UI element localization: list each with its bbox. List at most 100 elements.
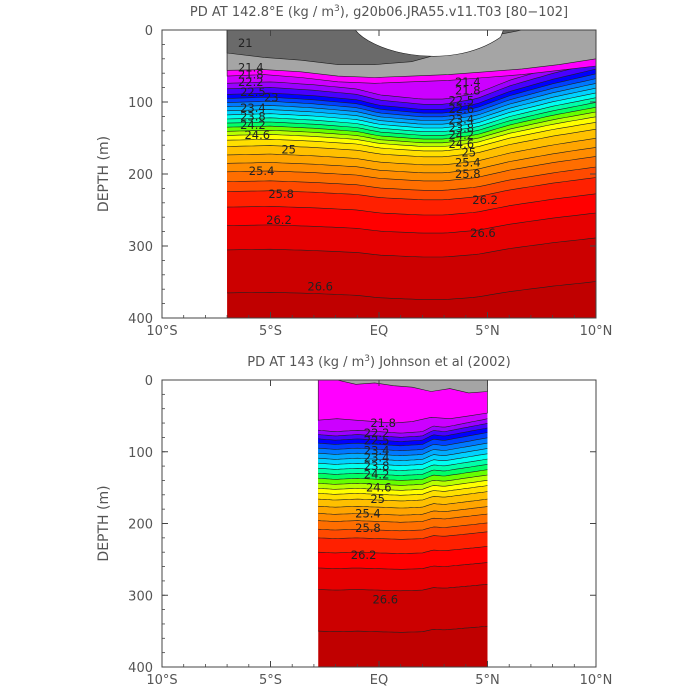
contour-label: 24.6 [366,481,392,495]
contour-label: 24.2 [364,468,390,482]
surface-bowl [355,30,504,57]
contour-line [318,480,488,491]
contour-line [318,453,488,466]
contour-label: 23.4 [364,443,390,457]
contour-line [318,513,488,523]
contour-line [227,166,596,191]
contour-line [227,97,596,132]
contour-line [318,546,488,554]
contour-line [227,116,596,147]
y-axis-label: DEPTH (m) [96,485,112,561]
contour-label: 22.5 [364,433,390,447]
contour-label: 24.6 [448,137,474,151]
contour-line [227,138,596,166]
contour-label: 21.8 [370,416,396,430]
x-tick-label: 10°S [146,324,177,339]
contour-label: 21.4 [238,60,264,74]
contour-line [227,87,596,125]
contour-line [318,442,488,457]
contour-line [227,102,596,136]
contour-label: 25.4 [249,164,275,178]
contour-label: 25.8 [355,521,381,535]
contour-line [227,62,596,105]
contour-line [318,562,488,570]
contour-label: 23 [264,91,279,105]
contour-line [318,437,488,452]
contour-label: 25.4 [455,155,481,169]
contour-line [227,122,596,152]
y-tick-label: 0 [145,374,153,389]
y-tick-label: 300 [128,589,153,604]
contour-label: 23.4 [240,101,266,115]
contour-line [318,432,488,447]
y-axis-label: DEPTH (m) [96,136,112,212]
y-tick-label: 400 [128,312,153,327]
x-tick-label: 10°N [580,673,613,688]
contour-label: 26.6 [470,226,496,240]
contour-label: 25.8 [455,167,481,181]
panel-title: PD AT 142.8°E (kg / m3), g20b06.JRA55.v1… [190,4,568,20]
contour-line [318,498,488,509]
contour-line [227,177,596,201]
contour-label: 25 [461,145,476,159]
contour-line [318,448,488,461]
contour-label: 25.4 [355,506,381,520]
contour-line [227,83,596,121]
y-tick-label: 0 [145,24,153,39]
panel-bottom-observed: 21.822.222.523.423.423.824.224.62525.425… [96,354,613,688]
contour-field: 21.822.222.523.423.423.824.224.62525.425… [317,380,488,667]
contour-label: 22.2 [364,426,390,440]
x-tick-label: 5°S [259,324,282,339]
contour-line [318,464,488,476]
surface-layer [317,380,488,424]
contour-line [318,418,488,434]
contour-line [318,474,488,486]
contour-label: 23.4 [364,450,390,464]
contour-line [318,469,488,481]
contour-line [318,506,488,516]
contour-label: 26.2 [266,213,292,227]
contour-label: 25.8 [268,187,294,201]
contour-label: 23.8 [364,459,390,473]
contour-line [318,423,488,438]
contour-label: 25 [281,143,296,157]
x-tick-label: 5°N [475,324,500,339]
contour-line [318,485,488,496]
contour-label: 21.8 [455,83,481,97]
contour-label: 24.2 [240,118,266,132]
y-tick-label: 300 [128,240,153,255]
panel-title: PD AT 143 (kg / m3) Johnson et al (2002) [247,354,511,370]
contour-label: 25 [370,492,385,506]
contour-label: 23.4 [448,112,474,126]
y-tick-label: 200 [128,168,153,183]
contour-line [227,281,596,300]
x-tick-label: 10°N [580,324,613,339]
x-tick-label: EQ [370,324,388,339]
contour-label: 26.2 [351,548,377,562]
contour-line [227,111,596,144]
contour-label: 26.6 [372,593,398,607]
contour-label: 22.6 [448,102,474,116]
contour-line [318,531,488,540]
contour-field: 2121.421.822.222.52323.423.824.224.62525… [226,30,596,318]
x-tick-label: EQ [370,673,388,688]
contour-line [227,78,596,118]
contour-label: 22.5 [448,94,474,108]
contour-label: 24.6 [244,128,270,142]
x-tick-label: 10°S [146,673,177,688]
contour-line [227,212,596,234]
x-tick-label: 5°N [475,673,500,688]
contour-line [318,458,488,471]
contour-line [318,491,488,502]
contour-line [227,237,596,258]
contour-line [227,92,596,129]
contour-label: 23.8 [240,109,266,123]
contour-line [227,193,596,216]
contour-line [318,522,488,532]
contour-line [318,584,488,592]
contour-label: 21.4 [455,75,481,89]
contour-label: 24.2 [448,128,474,142]
contour-line [227,106,596,140]
y-tick-label: 400 [128,661,153,676]
contour-line [227,68,596,110]
